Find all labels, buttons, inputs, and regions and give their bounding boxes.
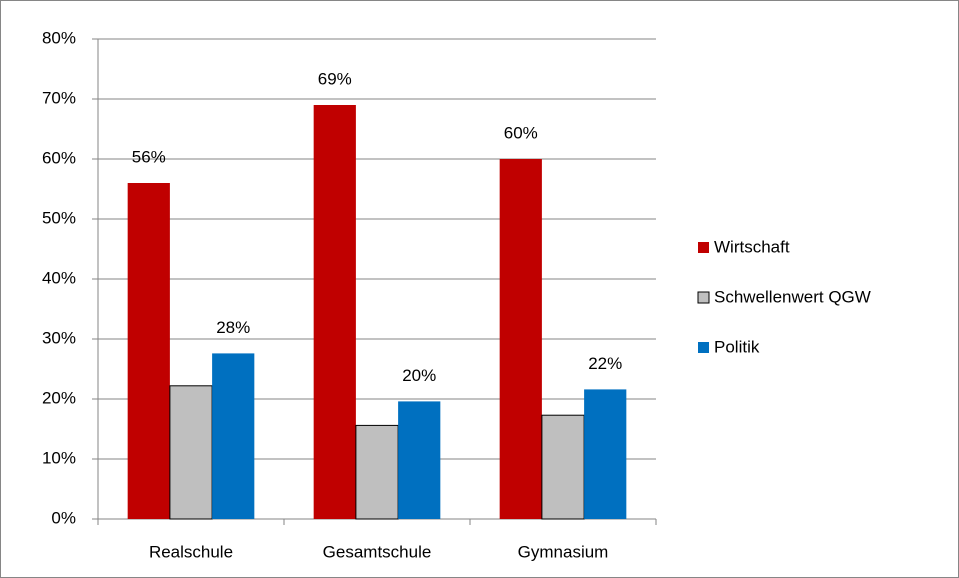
y-tick-label: 60% — [42, 148, 76, 167]
y-tick-label: 40% — [42, 268, 76, 287]
bar — [541, 414, 585, 520]
legend-label: Politik — [714, 337, 760, 356]
y-tick-label: 30% — [42, 328, 76, 347]
y-tick-label: 70% — [42, 88, 76, 107]
bar — [355, 424, 399, 520]
legend-swatch — [698, 342, 709, 353]
bar — [398, 401, 441, 519]
legend-swatch — [697, 291, 710, 304]
bar — [127, 183, 170, 519]
y-tick-label: 0% — [51, 508, 76, 527]
legend-label: Wirtschaft — [714, 237, 790, 256]
data-label: 56% — [132, 147, 166, 166]
data-label: 20% — [402, 366, 436, 385]
y-tick-label: 20% — [42, 388, 76, 407]
legend-label: Schwellenwert QGW — [714, 287, 871, 306]
y-tick-label: 80% — [42, 28, 76, 47]
legend-swatch — [698, 242, 709, 253]
bar — [499, 159, 542, 519]
x-tick-label: Gesamtschule — [323, 542, 432, 561]
data-label: 60% — [504, 123, 538, 142]
bar — [212, 353, 255, 519]
y-tick-label: 10% — [42, 448, 76, 467]
bar — [169, 385, 213, 520]
bar — [313, 105, 356, 519]
data-label: 69% — [318, 69, 352, 88]
data-label: 22% — [588, 354, 622, 373]
data-label: 28% — [216, 318, 250, 337]
x-tick-label: Realschule — [149, 542, 233, 561]
bar — [584, 389, 627, 519]
y-tick-label: 50% — [42, 208, 76, 227]
x-tick-label: Gymnasium — [518, 542, 609, 561]
